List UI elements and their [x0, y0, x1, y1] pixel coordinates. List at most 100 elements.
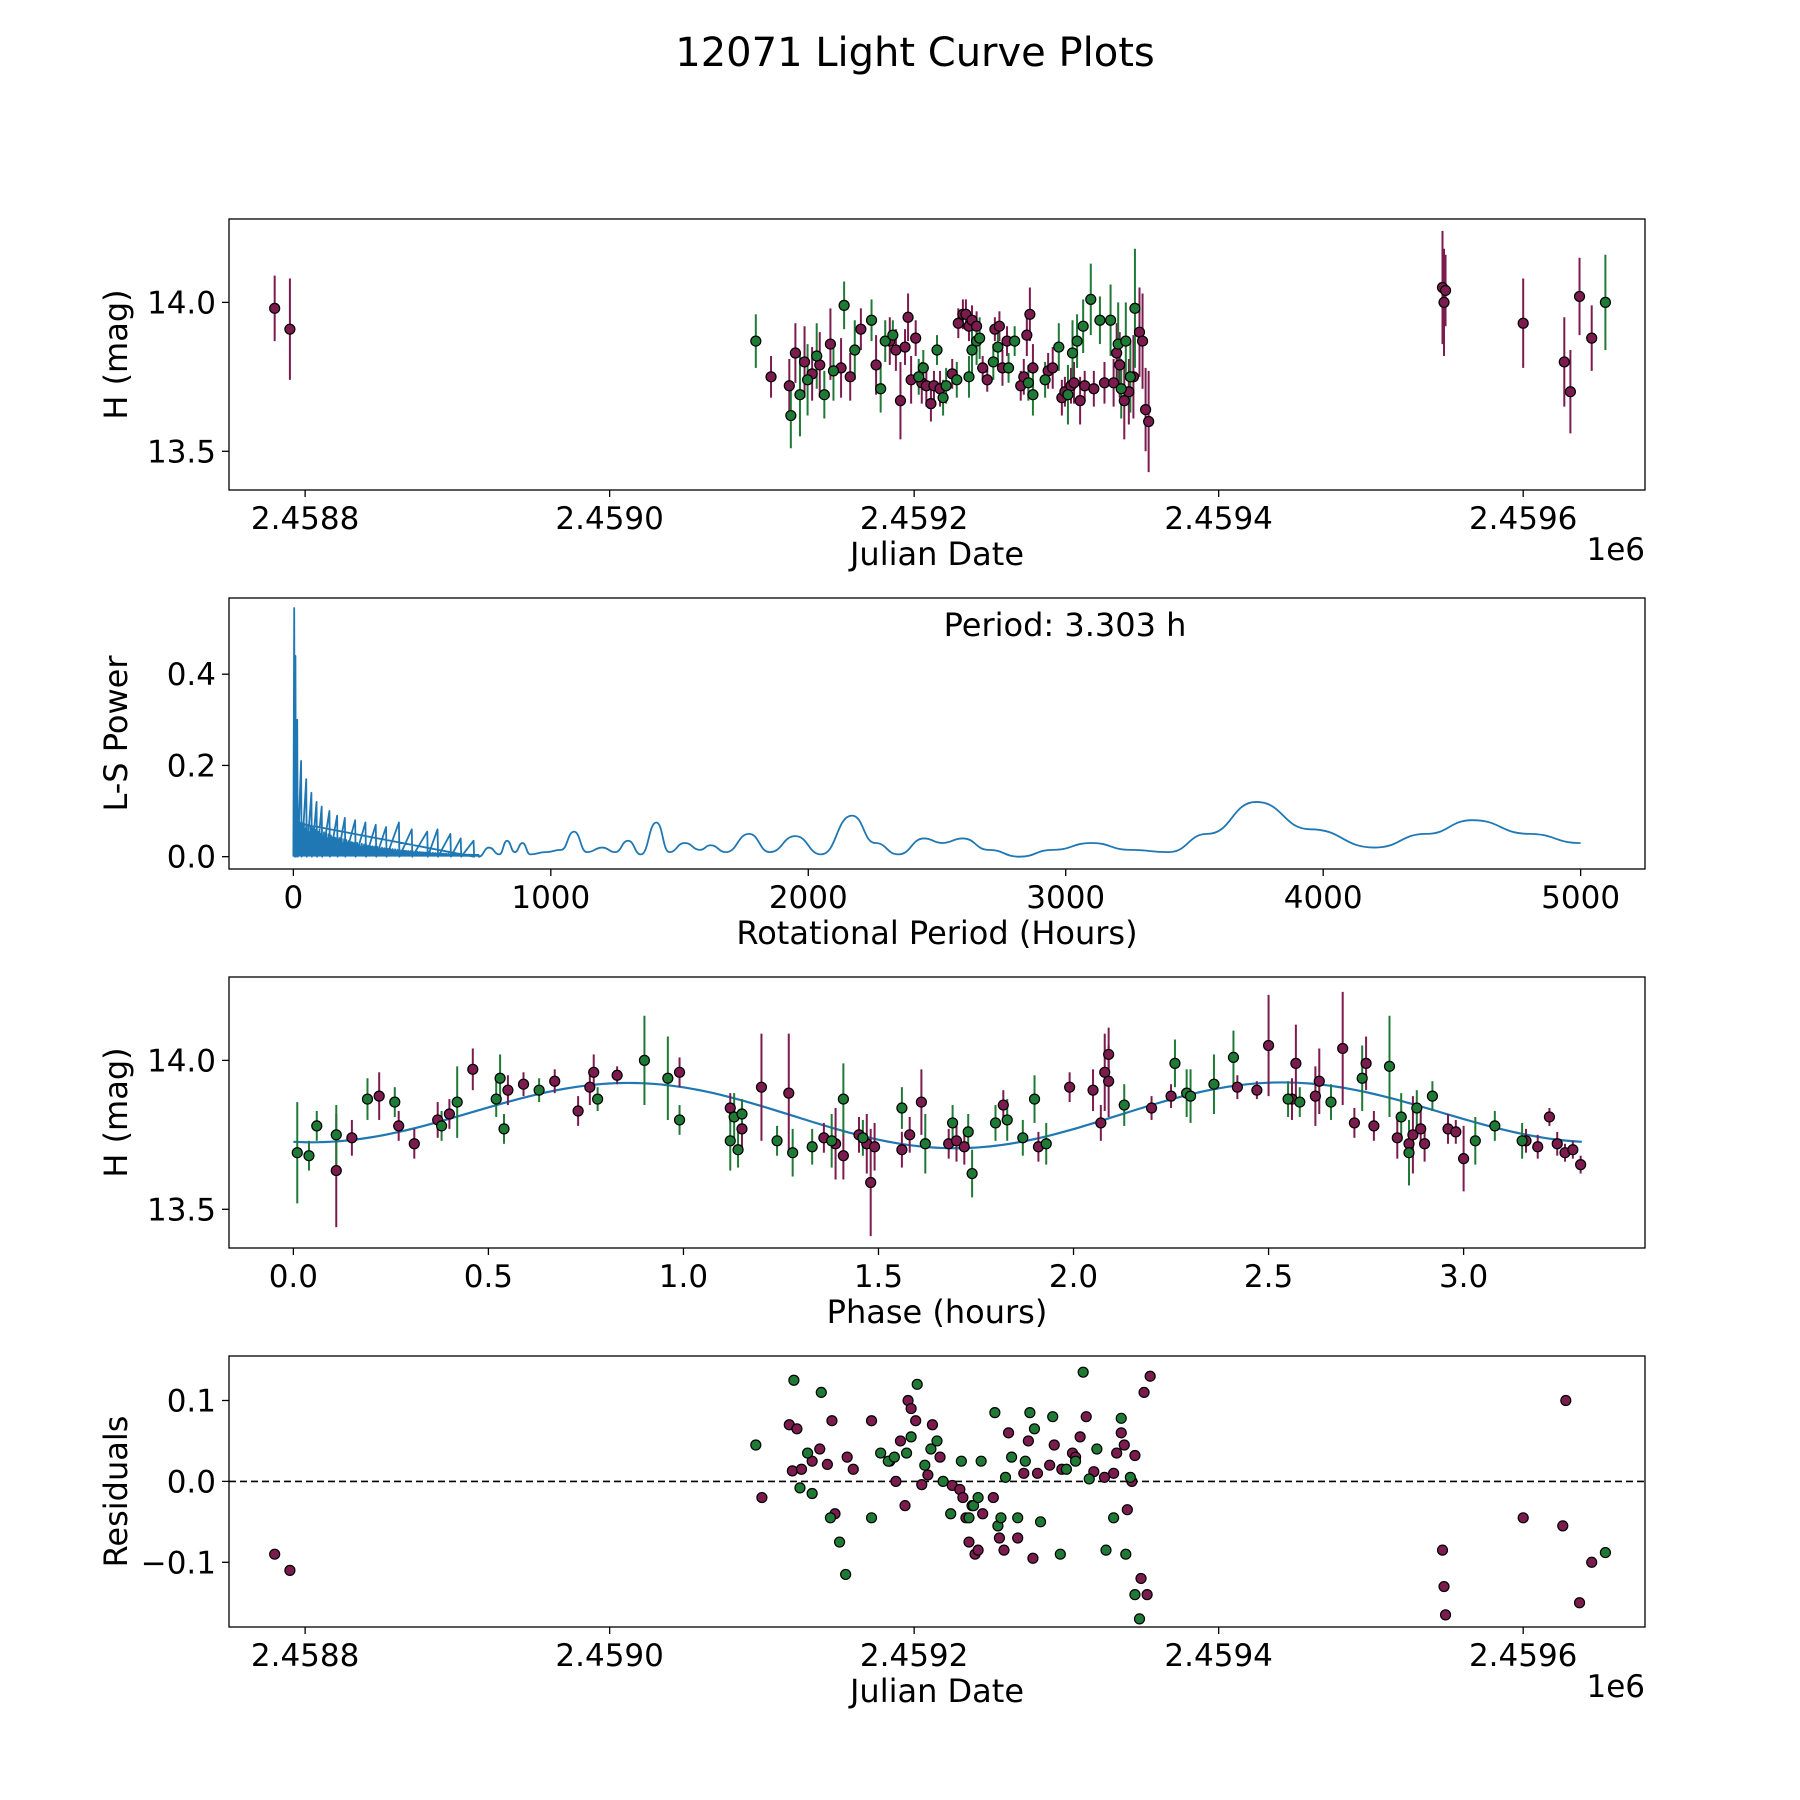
x-axis-label: Julian Date — [848, 535, 1024, 573]
data-point — [1080, 1411, 1092, 1423]
period-annotation: Period: 3.303 h — [944, 606, 1187, 644]
data-point — [963, 1512, 975, 1524]
data-point — [1039, 374, 1051, 386]
data-point — [1085, 293, 1097, 306]
periodogram-panel: 0 1000 2000 3000 4000 5000 0.0 0.2 0.4 Rotational… — [97, 597, 1646, 952]
x-tick-label: 1000 — [511, 880, 590, 916]
data-point — [1115, 1427, 1127, 1439]
data-point — [947, 1117, 959, 1129]
data-point — [1040, 1138, 1052, 1150]
data-point — [662, 1072, 674, 1084]
data-point — [1054, 1548, 1066, 1560]
data-point — [1129, 1449, 1141, 1462]
y-tick-label: 0.0 — [167, 840, 216, 876]
axes-frame — [228, 976, 1646, 1249]
data-point — [1360, 1057, 1372, 1069]
x-tick-label: 2.4596 — [1469, 501, 1577, 537]
data-point — [389, 1096, 401, 1108]
y-tick-label: 13.5 — [147, 434, 216, 470]
x-tick-label: 0 — [283, 880, 303, 916]
x-tick-label: 2.4588 — [251, 1638, 359, 1674]
data-point — [1031, 1467, 1044, 1479]
data-point — [890, 344, 902, 356]
data-point — [818, 389, 830, 401]
data-point — [408, 1138, 420, 1150]
data-point — [451, 1096, 463, 1108]
data-point — [1018, 1467, 1030, 1479]
data-point — [1436, 1544, 1449, 1556]
data-point — [750, 1439, 762, 1451]
data-point — [1027, 362, 1039, 374]
data-point — [1027, 389, 1039, 401]
data-point — [857, 1132, 869, 1144]
data-point — [1567, 1144, 1579, 1156]
x-tick-label: 2000 — [769, 880, 848, 916]
data-point — [899, 341, 911, 353]
data-point — [950, 1135, 963, 1147]
data-point — [826, 1415, 838, 1427]
data-point — [894, 1435, 907, 1447]
data-point — [1573, 290, 1586, 303]
x-tick-label: 1.5 — [854, 1259, 903, 1295]
data-point — [786, 1465, 798, 1477]
data-point — [887, 329, 899, 341]
data-point — [940, 380, 952, 392]
axes-frame — [228, 218, 1646, 491]
data-point — [1028, 1093, 1041, 1105]
residuals-panel: 2.4588 2.4590 2.4592 2.4594 2.4596 −0.1 0.0 0.1… — [97, 1355, 1646, 1710]
data-point — [937, 392, 949, 404]
data-point — [291, 1147, 303, 1159]
data-point — [905, 1402, 917, 1415]
data-point — [1426, 1090, 1439, 1102]
data-point — [1139, 403, 1152, 416]
data-point — [1098, 377, 1111, 389]
data-point — [1558, 356, 1570, 368]
data-point — [1108, 1467, 1120, 1479]
data-point — [875, 1447, 887, 1459]
data-point — [870, 359, 882, 371]
data-point — [958, 1141, 970, 1153]
data-point — [1034, 1516, 1047, 1528]
data-point — [783, 1087, 795, 1099]
x-tick-label: 5000 — [1541, 880, 1620, 916]
x-tick-label: 2.4592 — [860, 1638, 968, 1674]
y-tick-label: 14.0 — [147, 285, 216, 321]
data-point — [987, 356, 999, 368]
data-point — [1438, 296, 1450, 308]
data-point — [931, 1435, 943, 1447]
data-point — [467, 1063, 479, 1075]
data-point — [865, 1415, 878, 1427]
data-point — [1403, 1147, 1415, 1159]
data-point — [1133, 1613, 1146, 1625]
data-point — [311, 1120, 323, 1132]
data-point — [977, 362, 989, 374]
data-point — [1108, 377, 1120, 389]
data-point — [1138, 1386, 1150, 1399]
data-point — [330, 1164, 342, 1177]
data-point — [995, 1512, 1007, 1524]
y-tick-label: 0.4 — [167, 657, 216, 693]
data-point — [1009, 335, 1021, 347]
data-point — [1083, 1473, 1095, 1485]
data-point — [1337, 1042, 1349, 1055]
data-point — [1047, 1411, 1059, 1423]
data-point — [801, 1447, 814, 1459]
data-point — [955, 1455, 967, 1467]
data-point — [1141, 1589, 1153, 1601]
data-point — [1002, 1427, 1015, 1439]
data-point — [972, 1491, 984, 1504]
data-point — [952, 317, 964, 329]
data-point — [1124, 371, 1136, 383]
data-point — [435, 1120, 448, 1132]
data-point — [1489, 1120, 1501, 1132]
data-point — [966, 344, 978, 356]
data-point — [801, 374, 814, 386]
data-point — [789, 347, 802, 359]
data-point — [1469, 1135, 1481, 1147]
data-point — [913, 371, 925, 383]
data-point — [814, 1443, 826, 1455]
y-axis-label: Residuals — [97, 1416, 135, 1568]
data-point — [673, 1066, 686, 1078]
data-point — [1064, 1081, 1076, 1093]
data-point — [785, 409, 797, 422]
